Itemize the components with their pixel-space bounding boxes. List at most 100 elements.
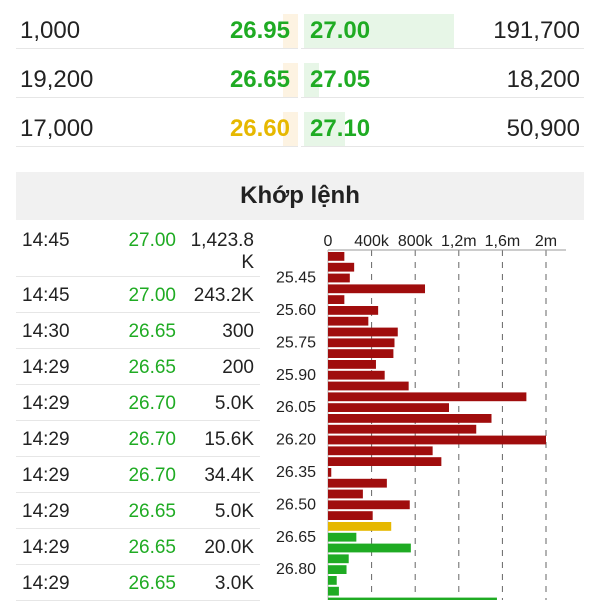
y-tick-label: 26.20 (276, 432, 316, 449)
y-tick-label: 25.90 (276, 367, 316, 384)
ask-price: 27.05 (310, 66, 371, 93)
volume-bar (328, 576, 337, 585)
trade-price: 26.70 (128, 429, 176, 450)
volume-bar (328, 478, 387, 488)
trade-row[interactable]: 14:29 26.65 3.0K (16, 565, 260, 601)
trade-row[interactable]: 14:29 26.65 200 (16, 349, 260, 385)
volume-bar (328, 284, 426, 294)
order-book: 1,000 26.95 27.00 191,700 19,200 26.65 2… (16, 0, 584, 150)
trade-price: 26.65 (128, 573, 176, 594)
trade-time: 14:29 (22, 357, 70, 378)
trade-volume: 15.6K (204, 429, 254, 450)
trade-time: 14:29 (22, 573, 70, 594)
order-book-row: 17,000 26.60 27.10 50,900 (16, 98, 584, 147)
trade-volume: 5.0K (214, 501, 254, 522)
bid-price: 26.65 (229, 66, 290, 93)
volume-bar (328, 597, 497, 600)
volume-bar (328, 565, 347, 574)
order-book-row: 19,200 26.65 27.05 18,200 (16, 49, 584, 98)
y-tick-label: 26.50 (276, 496, 316, 513)
volume-bar (328, 435, 546, 445)
trade-price: 26.65 (128, 537, 176, 558)
volume-bar (328, 489, 363, 499)
volume-bar (328, 543, 411, 553)
trade-volume: 20.0K (204, 537, 254, 558)
trade-row[interactable]: 14:45 27.00 1,423.8 K (16, 222, 260, 277)
trade-row[interactable]: 14:29 26.70 34.4K (16, 457, 260, 493)
volume-bar (328, 511, 373, 520)
y-tick-label: 26.05 (276, 399, 316, 416)
ask-volume: 50,900 (506, 115, 580, 142)
ask-price: 27.10 (310, 115, 371, 142)
trade-row[interactable]: 14:29 26.65 20.0K (16, 529, 260, 565)
volume-bar (328, 262, 355, 272)
x-tick-label: 2m (535, 233, 557, 250)
volume-bar (328, 381, 409, 391)
trade-price: 26.70 (128, 465, 176, 486)
y-tick-label: 26.65 (276, 529, 316, 546)
x-tick-label: 800k (398, 233, 434, 250)
volume-bar (328, 403, 449, 412)
trade-price: 26.65 (128, 357, 176, 378)
volume-bar (328, 273, 350, 283)
trade-volume: 3.0K (214, 573, 254, 594)
volume-bar (328, 370, 385, 380)
trade-volume: 1,423.8 K (190, 230, 254, 273)
volume-bar (328, 468, 332, 477)
volume-bar (328, 392, 527, 402)
y-tick-label: 26.80 (276, 561, 316, 578)
bid-depth-bar (283, 112, 298, 146)
volume-bar (328, 500, 410, 510)
trade-price: 26.65 (128, 501, 176, 522)
trade-time: 14:29 (22, 393, 70, 414)
volume-bar (328, 522, 392, 531)
volume-bar (328, 457, 442, 466)
trade-price: 27.00 (128, 285, 176, 306)
trade-volume: 34.4K (204, 465, 254, 486)
trade-volume: 5.0K (214, 393, 254, 414)
volume-bar (328, 349, 394, 358)
x-tick-label: 1,2m (441, 233, 477, 250)
ask-volume: 191,700 (493, 17, 580, 44)
ask-depth-bar (304, 14, 454, 48)
ask-depth-bar (304, 63, 319, 97)
trade-time: 14:29 (22, 537, 70, 558)
trade-time: 14:45 (22, 230, 70, 251)
volume-bar (328, 306, 379, 315)
y-tick-label: 25.60 (276, 302, 316, 319)
y-tick-label: 26.35 (276, 464, 316, 481)
ask-volume: 18,200 (506, 66, 580, 93)
trade-row[interactable]: 14:30 26.65 300 (16, 313, 260, 349)
trade-row[interactable]: 14:29 26.70 15.6K (16, 421, 260, 457)
trade-row[interactable]: 14:45 27.00 243.2K (16, 277, 260, 313)
volume-bar (328, 327, 398, 337)
trade-time: 14:45 (22, 285, 70, 306)
volume-bar (328, 414, 492, 423)
volume-bar (328, 554, 349, 564)
trade-volume: 243.2K (193, 285, 254, 306)
trade-price: 27.00 (128, 230, 176, 251)
matched-orders-header: Khớp lệnh (16, 172, 584, 220)
volume-bar (328, 316, 369, 326)
ask-price: 27.00 (310, 17, 371, 44)
trade-time: 14:30 (22, 321, 70, 342)
trade-row[interactable]: 14:29 26.70 5.0K (16, 385, 260, 421)
order-book-divider (298, 0, 301, 150)
order-book-row: 1,000 26.95 27.00 191,700 (16, 0, 584, 49)
bid-volume: 19,200 (20, 66, 94, 93)
bid-volume: 17,000 (20, 115, 94, 142)
volume-bar (328, 446, 433, 456)
trade-price: 26.65 (128, 321, 176, 342)
bid-price: 26.95 (229, 17, 290, 44)
trade-time: 14:29 (22, 465, 70, 486)
x-tick-label: 0 (324, 233, 333, 250)
x-tick-label: 400k (354, 233, 390, 250)
trade-volume: 300 (222, 321, 254, 342)
volume-bar (328, 295, 345, 304)
y-tick-label: 25.45 (276, 270, 316, 287)
trade-row[interactable]: 14:29 26.65 5.0K (16, 493, 260, 529)
trade-time: 14:29 (22, 501, 70, 522)
bid-depth-bar (283, 63, 298, 97)
x-tick-label: 1,6m (485, 233, 521, 250)
volume-bar (328, 424, 477, 434)
